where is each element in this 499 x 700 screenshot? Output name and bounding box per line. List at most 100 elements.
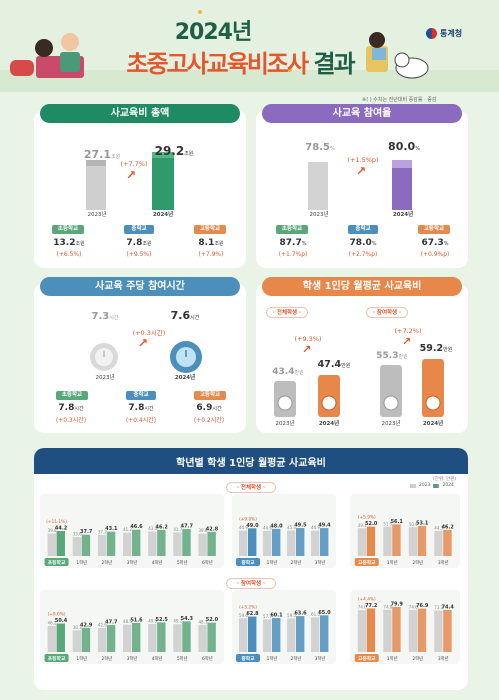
total-elem-value: 13.2조원 xyxy=(46,238,92,248)
bar-value-label: 44.3 xyxy=(434,525,443,530)
total-cur-number: 29.2 xyxy=(154,144,185,158)
monthly-part-change: (+7.2%) xyxy=(394,327,422,335)
rate-prev-number: 78.5 xyxy=(305,142,330,153)
total-mid-unit: 조원 xyxy=(142,241,152,247)
bar-value-label: 49.4 xyxy=(318,523,331,529)
bar-2024-2학년 xyxy=(296,528,305,556)
school-tag-bg xyxy=(236,558,260,566)
hours-prev-number: 7.3 xyxy=(91,311,110,322)
bar-value-label: 76.9 xyxy=(416,603,429,609)
hours-change: (+0.3시간) xyxy=(132,329,166,337)
legend-swatch-cur xyxy=(433,483,440,488)
up-arrow-icon: ↗ xyxy=(302,343,312,356)
bar-value-label: 37.2 xyxy=(98,529,107,534)
bar-2024-3학년 xyxy=(132,529,141,556)
bar-value-label: 46.2 xyxy=(48,620,57,625)
bar-value-label: 42.9 xyxy=(80,622,93,628)
up-arrow-icon: ↗ xyxy=(402,335,412,348)
grade-section-part: · 참여학생 · xyxy=(226,578,276,589)
bar-2024-1학년 xyxy=(392,524,401,556)
bar-value-label: 52.5 xyxy=(155,617,168,623)
bar-value-label: 54.3 xyxy=(181,616,194,622)
bar-2024-1학년 xyxy=(81,627,91,652)
rate-mid-value: 78.0% xyxy=(340,238,386,248)
hours-cur-number: 7.6 xyxy=(170,309,191,322)
school-tag-bg xyxy=(354,654,379,662)
rate-elem-change: (+1.7%p) xyxy=(278,251,308,258)
change-note: ※( ) 수치는 전년대비 증감률 · 증감 xyxy=(362,97,437,103)
bar-2023-3학년 xyxy=(434,530,443,556)
grade-panel-5: 74.077.2 고등학교 74.879.9 1학년 74.676.9 2학년 73.374… xyxy=(350,590,460,664)
org-name: 통계청 xyxy=(440,29,463,38)
up-arrow-icon: ↗ xyxy=(126,168,137,182)
bar-2023-3학년 xyxy=(434,610,443,652)
total-high-number: 8.1 xyxy=(198,238,215,248)
change-annotation: (+9.0%) xyxy=(48,612,66,618)
bar-value-label: 49.2 xyxy=(173,619,182,624)
monthly-all-cur: 47.4만원 xyxy=(314,359,354,370)
rate-elem-tag: 초등학교 xyxy=(276,225,308,234)
category-label: 1학년 xyxy=(267,655,278,662)
bar-2023-고등학교 xyxy=(357,610,367,652)
bar-2024-초등학교 xyxy=(56,623,65,652)
category-label: 고등학교 xyxy=(358,655,376,662)
change-annotation: (+9.0%) xyxy=(239,516,257,522)
monthly-all-prev-unit: 만원 xyxy=(294,370,304,376)
monthly-all-prev-year: 2023년 xyxy=(275,421,295,427)
bar-value-label: 38.3 xyxy=(73,625,82,630)
grade-title: 학년별 학생 1인당 월평균 사교육비 xyxy=(176,458,326,469)
bar-value-label: 47.7 xyxy=(105,620,118,626)
bar-value-label: 45.3 xyxy=(287,525,296,530)
bar-2024-3학년 xyxy=(320,528,329,556)
bar-2023-1학년 xyxy=(383,526,392,556)
total-elem-unit: 조원 xyxy=(75,241,85,247)
total-cur-unit: 조원 xyxy=(184,151,194,157)
monthly-part-prev-unit: 만원 xyxy=(398,354,408,360)
bar-value-label: 41.2 xyxy=(123,527,132,532)
bar-2023-3학년 xyxy=(311,617,320,652)
bar-value-label: 77.2 xyxy=(365,603,378,609)
bar-2023-1학년 xyxy=(263,530,272,556)
bar-2024-2학년 xyxy=(106,531,116,556)
rate-mid-unit: % xyxy=(371,241,377,247)
monthly-title: 학생 1인당 월평균 사교육비 xyxy=(262,277,462,296)
bar-value-label: 79.9 xyxy=(391,601,404,607)
bar-2024-3학년 xyxy=(443,529,452,556)
category-label: 2학년 xyxy=(412,559,423,566)
bar-value-label: 49.1 xyxy=(358,523,367,528)
bar-value-label: 62.8 xyxy=(246,611,259,617)
category-label: 3학년 xyxy=(127,655,138,662)
grade-panel-1: 44.949.0중학교44.648.01학년45.349.52학년44.949.… xyxy=(232,494,336,568)
bar-value-label: 53.1 xyxy=(416,521,429,527)
rate-cur-value: 80.0% xyxy=(374,140,434,153)
grade-bar-charts: 39.844.2초등학교33.637.71학년37.243.12학년41.246… xyxy=(40,494,460,664)
grade-panel-0: 39.844.2초등학교33.637.71학년37.243.12학년41.246… xyxy=(40,494,224,568)
legend-cur-label: 2024 xyxy=(442,483,454,488)
bar-2023-2학년 xyxy=(287,618,296,652)
hours-mid-value: 7.8시간 xyxy=(118,403,164,413)
coin-stacks xyxy=(274,359,444,417)
rate-high-value: 67.3% xyxy=(412,238,458,248)
hours-elem-number: 7.8 xyxy=(58,403,75,413)
total-prev-unit: 조원 xyxy=(110,154,121,160)
bar-2024-5학년 xyxy=(182,621,191,652)
bar-value-label: 48.0 xyxy=(270,523,283,529)
category-label: 1학년 xyxy=(76,655,87,662)
bar-2023-3학년 xyxy=(123,624,132,652)
bar-2023-4학년 xyxy=(148,531,157,556)
grade-panel-2: 49.152.0 고등학교 51.556.1 1학년 50.953.1 2학년 44.346… xyxy=(350,494,460,568)
category-label: 고등학교 xyxy=(358,559,376,566)
category-label: 3학년 xyxy=(438,655,449,662)
bar-2024-2학년 xyxy=(296,616,305,652)
rate-bars xyxy=(308,160,412,210)
hours-high-number: 6.9 xyxy=(196,403,213,413)
bar-2024-2학년 xyxy=(106,625,116,652)
bar-value-label: 42.8 xyxy=(206,526,219,532)
grade-header-bar xyxy=(34,448,468,474)
total-prev-value: 27.1조원 xyxy=(72,148,132,161)
bar-2024-1학년 xyxy=(81,534,91,556)
category-label: 1학년 xyxy=(267,559,278,566)
total-high-unit: 조원 xyxy=(214,241,224,247)
header-banner: 2024년 초중고사교육비조사 결과 통계청 xyxy=(0,0,499,92)
bar-2023-2학년 xyxy=(97,627,107,652)
